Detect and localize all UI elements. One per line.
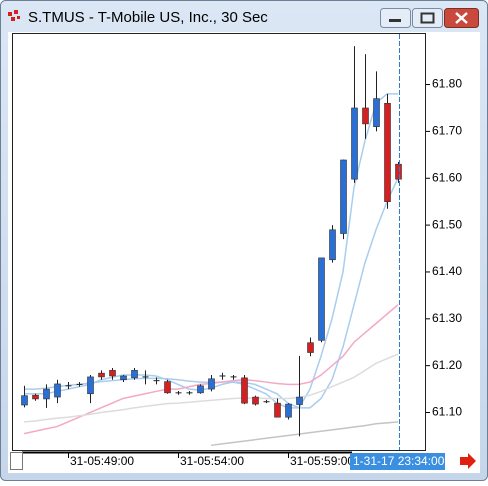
candle-body bbox=[197, 385, 204, 394]
scroll-right-arrow[interactable] bbox=[460, 453, 476, 469]
y-tick-label: 61.10 bbox=[432, 405, 462, 419]
candle-body bbox=[340, 159, 347, 234]
y-tick-label: 61.40 bbox=[432, 264, 462, 278]
y-tick-label: 61.60 bbox=[432, 170, 462, 184]
app-icon bbox=[8, 10, 20, 21]
cursor-label-bg bbox=[350, 453, 445, 470]
cursor-label: 1-31-17 23:34:00 bbox=[353, 454, 445, 468]
x-tick-label: 31-05:59:00 bbox=[290, 454, 354, 468]
candle-body bbox=[384, 102, 391, 202]
candle-body bbox=[362, 107, 369, 125]
candle-body bbox=[87, 376, 94, 395]
candle-body bbox=[208, 378, 215, 390]
candle-body bbox=[98, 372, 105, 378]
candle-body bbox=[274, 402, 281, 418]
candle-body bbox=[120, 375, 127, 381]
window-title: S.TMUS - T-Mobile US, Inc., 30 Sec bbox=[28, 9, 268, 26]
x-tick-label: 31-05:49:00 bbox=[70, 454, 134, 468]
candle-body bbox=[54, 383, 61, 398]
candle-body bbox=[109, 370, 116, 377]
candle-body bbox=[307, 342, 314, 353]
candle-body bbox=[252, 396, 259, 405]
candle-body bbox=[351, 107, 358, 180]
candle-body bbox=[43, 388, 50, 400]
y-tick-label: 61.20 bbox=[432, 358, 462, 372]
moving-average-line bbox=[210, 421, 399, 447]
candle-body bbox=[296, 396, 303, 405]
moving-average-line bbox=[23, 353, 399, 423]
maximize-button[interactable] bbox=[412, 8, 443, 28]
candle-body bbox=[164, 381, 171, 394]
candle-body bbox=[395, 163, 402, 180]
candle-body bbox=[318, 257, 325, 341]
candle-body bbox=[373, 98, 380, 128]
candle-body bbox=[21, 395, 28, 406]
y-tick-label: 61.30 bbox=[432, 311, 462, 325]
candle-body bbox=[241, 377, 248, 404]
minimize-button[interactable] bbox=[380, 8, 411, 28]
y-tick-label: 61.80 bbox=[432, 77, 462, 91]
y-tick-label: 61.50 bbox=[432, 217, 462, 231]
scroll-box[interactable] bbox=[10, 452, 23, 470]
candle-body bbox=[32, 394, 39, 400]
y-tick-label: 61.70 bbox=[432, 124, 462, 138]
x-tick-label: 31-05:54:00 bbox=[180, 454, 244, 468]
close-button[interactable] bbox=[444, 8, 479, 28]
candle-body bbox=[329, 229, 336, 261]
candle-body bbox=[131, 370, 138, 379]
candle-body bbox=[285, 403, 292, 418]
plot-area bbox=[12, 33, 426, 451]
